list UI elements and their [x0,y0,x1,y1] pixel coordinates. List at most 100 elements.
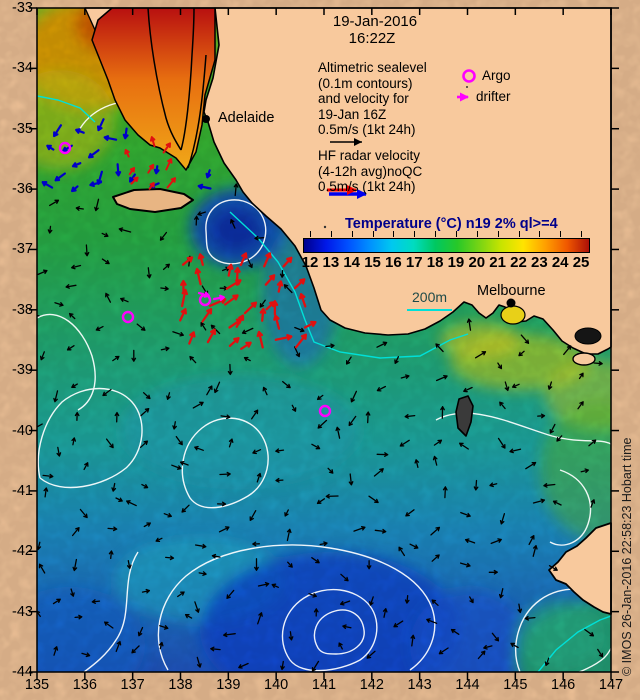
argo-float-marker [121,310,135,324]
colorbar-tick [539,231,541,237]
x-axis-label: 144 [455,677,480,693]
altimetric-legend-line: and velocity for [318,91,409,106]
colorbar-tick-label: 25 [572,254,590,271]
y-axis-label: -35 [12,120,33,137]
geostrophic-current-arrows [37,183,604,672]
x-axis-label: 135 [24,677,50,693]
x-axis-label: 141 [311,677,337,693]
colorbar-tick [393,231,395,237]
colorbar-tick-label: 18 [426,254,444,271]
y-axis-label: -36 [12,181,33,198]
x-axis-label: 140 [264,677,289,693]
hf-radar-arrows [179,252,317,350]
colorbar-tick-label: 22 [510,254,527,271]
hf-legend-line: (4-12h avg)noQC [318,163,423,179]
colorbar-tick [455,231,457,237]
colorbar-tick [476,231,478,237]
x-axis-label: 137 [120,677,145,693]
gulf-coastlines [147,7,207,169]
temperature-colorbar [303,238,590,253]
colorbar-tick [435,231,437,237]
y-axis-label: -34 [12,60,33,77]
colorbar-tick-label: 20 [468,254,486,271]
drifter-marker [197,291,210,298]
y-axis-label: -37 [12,241,33,258]
colorbar-tick-label: 21 [489,254,506,271]
x-axis-label: 147 [598,677,624,693]
x-axis-label: 138 [168,677,193,693]
mainland-australia [203,7,612,355]
kangaroo-island [112,188,194,213]
x-axis-label: 143 [407,677,432,693]
y-axis-label: -42 [12,543,33,560]
drifter-legend-label: drifter [476,89,511,104]
colorbar-tick [351,231,353,237]
colorbar-tick-label: 13 [322,254,340,271]
velocity-arrow-fields [37,118,604,672]
altimetric-legend-line: Altimetric sealevel [318,60,427,75]
colorbar-tick-label: 15 [364,254,381,271]
y-axis-label: -38 [12,301,33,318]
isobath-200m-label: 200m [412,289,448,305]
colorbar-tick-label: 17 [405,254,423,271]
argo-legend-label: Argo [482,68,511,83]
x-axis-label: 139 [216,677,241,693]
colorbar-tick [414,231,416,237]
argo-legend-icon [462,69,476,83]
map-time: 16:22Z [348,30,396,47]
speck [323,225,327,229]
colorbar-tick [310,231,311,237]
colorbar-tick [560,231,562,237]
altimetric-legend-line: 0.5m/s (1kt 24h) [318,122,416,137]
altimetric-legend-text: Altimetric sealevel (0.1m contours) and ve… [318,60,427,138]
colorbar-tick-label: 23 [531,254,548,271]
colorbar-tick-label: 19 [447,254,465,271]
map-frame [36,7,612,673]
land [84,7,612,615]
hf-legend-line: 0.5m/s (1kt 24h) [318,179,416,194]
colorbar-tick [518,231,520,237]
observation-markers [58,115,516,418]
colorbar-title: Temperature (°C) n19 2% ql>=4 [345,216,558,232]
drifter-marker [212,294,225,301]
map-date: 19-Jan-2016 [332,13,418,30]
altimetric-legend-line: 19-Jan 16Z [318,106,387,122]
y-axis-label: -39 [12,362,33,379]
city-dot-adelaide [202,115,210,123]
altimetric-velocity-arrows [41,118,212,193]
hf-radar-legend-text: HF radar velocity (4-12h avg)noQC 0.5m/s (… [318,148,422,195]
colorbar-tick [372,231,374,237]
altimetric-legend-line: (0.1m contours) [318,75,413,91]
x-axis-label: 145 [503,677,528,693]
western-port-bay [574,327,602,345]
tasmania-northwest [548,522,612,615]
x-axis-label: 142 [359,677,384,693]
adelaide-label: Adelaide [218,110,275,126]
colorbar-tick-label: 16 [385,254,402,271]
colorbar-tick-label: 24 [551,254,569,271]
hf-radar-arrows-north [124,136,176,190]
colorbar-tick-label: 14 [343,254,361,271]
hf-legend-line: HF radar velocity [318,148,421,163]
colorbar-tick [581,231,583,237]
argo-float-marker [318,404,332,418]
x-axis-label: 146 [551,677,576,693]
city-dot-melbourne [506,298,516,308]
y-axis-label: -43 [12,603,33,620]
y-axis-label: -44 [12,664,33,680]
imos-watermark: © IMOS 26-Jan-2016 22:58:23 Hobart time [620,437,634,676]
melbourne-label: Melbourne [477,283,546,299]
king-island [455,395,474,437]
colorbar-tick-label: 12 [301,254,319,271]
isobath-200m-line [37,95,611,672]
y-axis-label: -41 [12,482,33,499]
y-axis-label: -33 [12,0,33,16]
y-axis-label: -40 [12,422,33,439]
phillip-island [572,352,596,366]
speck [466,86,468,88]
argo-float-marker [58,141,72,155]
colorbar-tick [330,231,332,237]
legend-glyphs [323,69,476,311]
